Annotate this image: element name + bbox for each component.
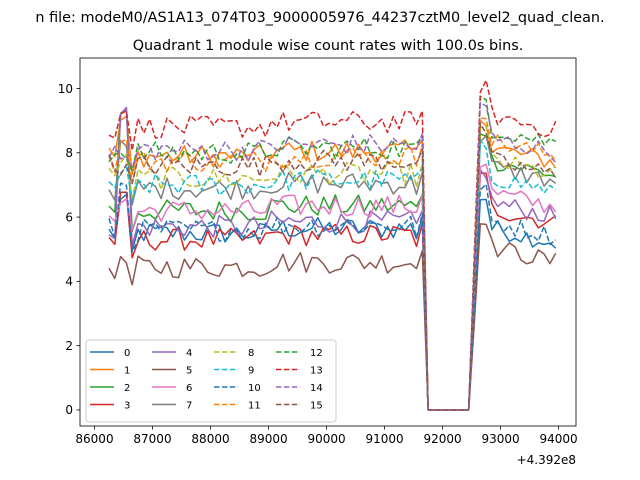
plot-area	[108, 79, 557, 411]
axes: 86000 87000 88000 89000 90000 91000 92000 93000…	[58, 57, 578, 467]
series-line-6	[108, 163, 557, 411]
legend-label-13: 13	[310, 365, 323, 376]
series-line-4	[108, 106, 557, 411]
series-line-2	[108, 107, 556, 411]
x-offset-label: +4.392e8	[517, 453, 576, 467]
legend-label-8: 8	[248, 348, 254, 359]
legend-label-3: 3	[124, 400, 130, 411]
legend-label-4: 4	[186, 348, 192, 359]
legend-label-12: 12	[310, 348, 323, 359]
y-tick-label: 0	[65, 403, 73, 417]
legend-label-5: 5	[186, 365, 192, 376]
x-tick-label: 90000	[307, 432, 345, 446]
y-tick-label: 2	[65, 339, 73, 353]
legend-label-10: 10	[248, 383, 261, 394]
series-line-10	[108, 182, 557, 411]
series-line-13	[108, 79, 557, 411]
legend-label-15: 15	[310, 400, 323, 411]
series-line-5	[108, 223, 557, 411]
legend-label-2: 2	[124, 383, 130, 394]
x-tick-label: 93000	[481, 432, 519, 446]
series-line-12	[108, 95, 557, 411]
x-tick-label: 92000	[423, 432, 461, 446]
series-line-15	[108, 122, 557, 411]
legend-label-1: 1	[124, 365, 130, 376]
x-tick-label: 87000	[133, 432, 171, 446]
chart-title: Quadrant 1 module wise count rates with …	[133, 38, 524, 54]
legend-label-14: 14	[310, 383, 323, 394]
y-tick-label: 10	[58, 82, 73, 96]
legend-label-7: 7	[186, 400, 192, 411]
series-line-9	[108, 139, 557, 411]
x-tick-label: 86000	[75, 432, 113, 446]
x-tick-label: 94000	[540, 432, 578, 446]
y-tick-label: 6	[65, 210, 73, 224]
series-lines	[108, 79, 557, 411]
x-tick-label: 91000	[365, 432, 403, 446]
legend-label-6: 6	[186, 383, 192, 394]
legend-label-0: 0	[124, 348, 130, 359]
series-line-1	[108, 115, 557, 411]
series-line-14	[108, 101, 557, 411]
legend-label-11: 11	[248, 400, 261, 411]
figure-suptitle: n file: modeM0/AS1A13_074T03_9000005976_…	[35, 10, 604, 26]
legend-box	[85, 339, 337, 423]
x-tick-label: 89000	[249, 432, 287, 446]
y-tick-label: 8	[65, 146, 73, 160]
x-tick-label: 88000	[191, 432, 229, 446]
legend-label-9: 9	[248, 365, 254, 376]
y-tick-label: 4	[65, 275, 73, 289]
axes-frame	[79, 57, 577, 427]
